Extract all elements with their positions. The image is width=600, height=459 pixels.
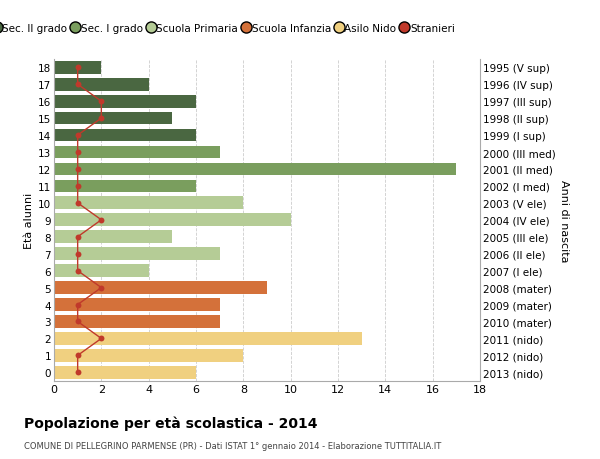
Bar [54,163,457,176]
Y-axis label: Età alunni: Età alunni [24,192,34,248]
Point [73,64,82,72]
Point [73,352,82,359]
Y-axis label: Anni di nascita: Anni di nascita [559,179,569,262]
Bar [54,248,220,260]
Point [73,318,82,325]
Point [73,251,82,258]
Bar [54,231,172,244]
Bar [54,78,149,91]
Point [73,234,82,241]
Bar [54,332,362,345]
Point [73,268,82,275]
Point [73,200,82,207]
Bar [54,214,290,227]
Point [73,166,82,173]
Point [97,115,106,123]
Bar [54,129,196,142]
Point [73,183,82,190]
Point [97,284,106,291]
Point [73,132,82,140]
Legend: Sec. II grado, Sec. I grado, Scuola Primaria, Scuola Infanzia, Asilo Nido, Stran: Sec. II grado, Sec. I grado, Scuola Prim… [0,20,459,38]
Bar [54,265,149,277]
Point [73,149,82,157]
Text: Popolazione per età scolastica - 2014: Popolazione per età scolastica - 2014 [24,415,317,430]
Bar [54,298,220,311]
Point [73,301,82,308]
Bar [54,349,244,362]
Bar [54,112,172,125]
Bar [54,282,267,294]
Point [97,335,106,342]
Text: COMUNE DI PELLEGRINO PARMENSE (PR) - Dati ISTAT 1° gennaio 2014 - Elaborazione T: COMUNE DI PELLEGRINO PARMENSE (PR) - Dat… [24,441,441,450]
Bar [54,180,196,193]
Bar [54,62,101,74]
Bar [54,197,244,210]
Point [73,81,82,89]
Point [73,369,82,376]
Point [97,98,106,106]
Bar [54,95,196,108]
Bar [54,146,220,159]
Bar [54,315,220,328]
Point [97,217,106,224]
Bar [54,366,196,379]
